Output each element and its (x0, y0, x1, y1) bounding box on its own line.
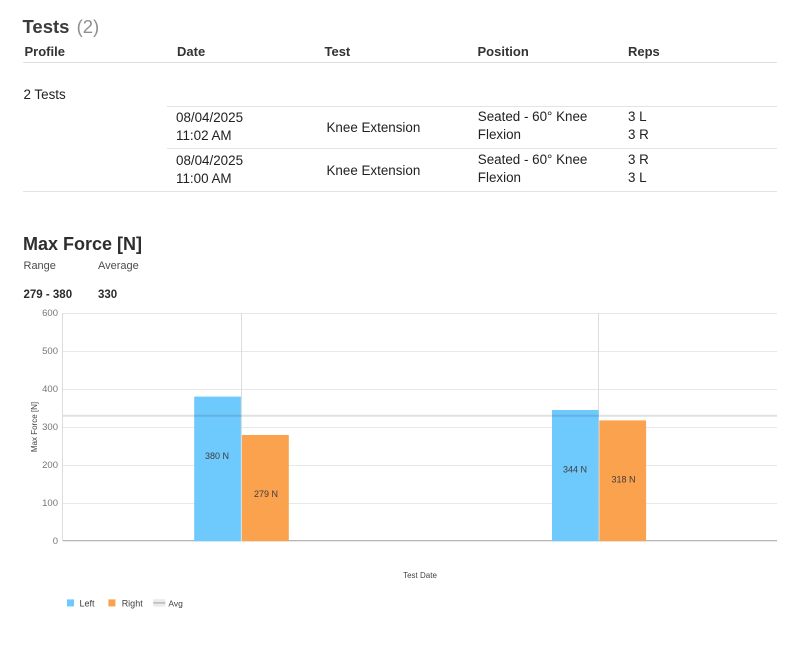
svg-text:Test Date: Test Date (403, 571, 437, 580)
svg-text:Avg: Avg (168, 598, 183, 608)
svg-text:279 N: 279 N (254, 489, 278, 499)
svg-text:100: 100 (42, 498, 58, 509)
svg-text:Max Force [N]: Max Force [N] (30, 402, 39, 452)
svg-text:300: 300 (42, 422, 58, 433)
svg-text:Right: Right (122, 598, 144, 608)
svg-text:Left: Left (80, 598, 96, 608)
svg-text:344 N: 344 N (563, 465, 587, 475)
svg-text:380 N: 380 N (205, 451, 229, 461)
svg-text:400: 400 (42, 384, 58, 395)
svg-text:600: 600 (42, 308, 58, 319)
svg-text:318 N: 318 N (611, 474, 635, 484)
svg-text:200: 200 (42, 460, 58, 471)
svg-text:0: 0 (53, 536, 58, 547)
svg-text:500: 500 (42, 346, 58, 357)
